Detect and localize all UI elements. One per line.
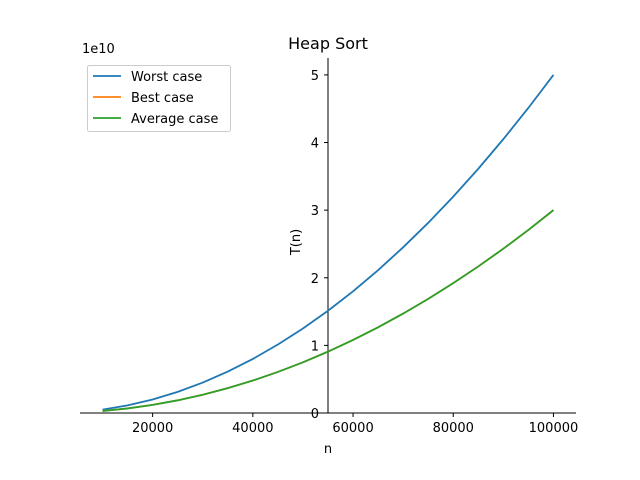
legend-label: Average case xyxy=(131,112,218,127)
axes: 20000 40000 60000 80000 100000 0 1 2 3 4 5 xyxy=(80,58,578,436)
x-tick-label: 100000 xyxy=(529,421,579,436)
series-line-average-case xyxy=(102,209,555,412)
y-tick-label: 5 xyxy=(311,69,319,84)
y-offset-text: 1e10 xyxy=(82,42,115,57)
x-tick-label: 60000 xyxy=(332,421,373,436)
x-tick-label: 40000 xyxy=(232,421,273,436)
y-axis-label: T(n) xyxy=(289,229,304,256)
y-tick-label: 2 xyxy=(311,272,319,287)
series-layer xyxy=(102,74,555,412)
chart-title: Heap Sort xyxy=(288,34,368,53)
x-tick-label: 20000 xyxy=(132,421,173,436)
y-tick-label: 1 xyxy=(311,339,319,354)
legend-label: Best case xyxy=(131,91,194,106)
legend-label: Worst case xyxy=(131,70,202,85)
legend-box xyxy=(87,65,231,132)
series-line-worst-case xyxy=(102,74,555,411)
y-tick-label: 4 xyxy=(311,137,319,152)
y-tick-label: 0 xyxy=(311,407,319,422)
x-tick-label: 80000 xyxy=(433,421,474,436)
legend: Worst case Best case Average case xyxy=(87,65,231,132)
y-tick-label: 3 xyxy=(311,204,319,219)
x-axis-label: n xyxy=(324,442,332,457)
